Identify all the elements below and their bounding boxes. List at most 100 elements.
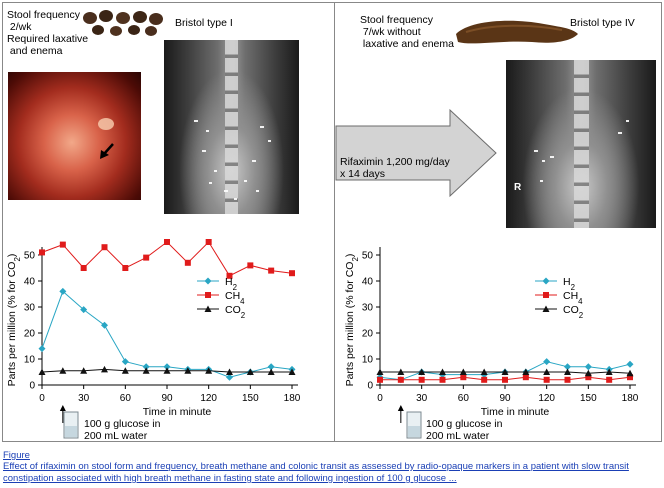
data-point-co2 <box>163 367 171 374</box>
data-point-co2 <box>101 365 108 373</box>
data-point-ch4 <box>39 249 45 256</box>
legend-label-co2: CO2 <box>225 304 245 320</box>
right-abdominal-xray: R <box>506 60 656 228</box>
panel-divider <box>334 2 335 442</box>
data-point-ch4 <box>247 262 254 269</box>
data-point-co2 <box>397 368 405 375</box>
x-tick-label: 90 <box>499 393 511 404</box>
data-point-ch4 <box>184 259 191 266</box>
data-point-co2 <box>605 368 613 375</box>
y-tick-label: 0 <box>367 381 373 392</box>
legend-marker-h2 <box>542 277 550 285</box>
y-tick-label: 40 <box>24 277 36 288</box>
data-point-co2 <box>267 368 275 375</box>
x-tick-label: 120 <box>538 393 555 404</box>
legend-marker-ch4 <box>205 292 211 298</box>
data-point-h2 <box>626 360 634 368</box>
x-tick-label: 60 <box>120 393 132 404</box>
data-point-co2 <box>226 368 233 375</box>
polyp-arrow-icon <box>98 118 114 159</box>
data-point-co2 <box>480 368 488 375</box>
data-point-ch4 <box>80 265 87 271</box>
hard-lumps-stool-icon <box>83 10 163 36</box>
y-tick-label: 0 <box>29 381 35 392</box>
x-tick-label: 120 <box>200 393 217 404</box>
right-stool-frequency-label: Stool frequency 7/wk without laxative an… <box>360 14 454 50</box>
right-breath-test-chart: 0 10 20 30 40 50 0 30 60 90 120 150 180 Time in minut… <box>344 247 639 423</box>
data-point-ch4 <box>502 376 508 383</box>
data-point-co2 <box>184 367 192 374</box>
figure-caption-link[interactable]: Effect of rifaximin on stool form and fr… <box>3 461 629 484</box>
xray-side-marker: R <box>514 182 522 193</box>
data-point-co2 <box>584 369 592 377</box>
data-point-co2 <box>38 368 46 375</box>
x-tick-label: 60 <box>458 393 470 404</box>
glucose-arrowhead <box>59 405 66 411</box>
y-tick-label: 20 <box>362 329 374 340</box>
treatment-arrow <box>335 108 497 198</box>
y-tick-label: 40 <box>362 277 374 288</box>
legend-label-ch4: CH4 <box>225 290 245 306</box>
series-co2 <box>38 365 296 375</box>
x-tick-label: 0 <box>39 393 45 404</box>
legend-label-h2: H2 <box>563 276 575 292</box>
data-point-ch4 <box>377 376 383 383</box>
data-point-co2 <box>205 367 213 374</box>
data-point-h2 <box>38 345 46 353</box>
data-point-ch4 <box>268 267 275 274</box>
right-glucose-label: 100 g glucose in 200 mL water <box>426 418 503 442</box>
legend-marker-h2 <box>204 277 212 285</box>
data-point-co2 <box>543 368 551 375</box>
data-point-co2 <box>626 369 634 377</box>
treatment-label: Rifaximin 1,200 mg/day x 14 days <box>340 156 450 180</box>
series-h2 <box>38 287 296 381</box>
legend-label-co2: CO2 <box>563 304 583 320</box>
y-tick-label: 50 <box>362 251 374 262</box>
y-axis-title: Parts per million (% for CO2) <box>344 254 360 387</box>
data-point-co2 <box>142 367 150 374</box>
y-axis-title: Parts per million (% for CO2) <box>6 254 22 387</box>
left-stool-frequency-label: Stool frequency 2/wk Required laxative a… <box>7 9 89 57</box>
series-ch4 <box>39 239 295 279</box>
left-breath-test-chart: 0 10 20 30 40 50 0 30 60 90 120 150 180 Time in minut… <box>6 239 301 423</box>
y-tick-label: 10 <box>362 355 374 366</box>
x-tick-label: 180 <box>284 393 301 404</box>
data-point-h2 <box>584 363 592 371</box>
left-abdominal-xray <box>164 40 299 214</box>
series-co2 <box>376 368 634 377</box>
data-point-co2 <box>501 368 509 375</box>
x-tick-label: 150 <box>242 393 259 404</box>
data-point-co2 <box>376 368 384 375</box>
data-point-h2 <box>59 287 67 295</box>
x-tick-label: 90 <box>161 393 173 404</box>
data-point-ch4 <box>522 374 529 381</box>
x-tick-label: 0 <box>377 393 383 404</box>
data-point-ch4 <box>481 376 488 383</box>
data-point-ch4 <box>543 376 550 383</box>
data-point-ch4 <box>606 376 613 383</box>
data-point-ch4 <box>627 374 633 381</box>
left-glucose-label: 100 g glucose in 200 mL water <box>84 418 161 442</box>
data-point-ch4 <box>143 254 150 261</box>
y-tick-label: 20 <box>24 329 36 340</box>
data-point-h2 <box>142 363 150 371</box>
series-line-ch4 <box>41 241 293 277</box>
legend-marker-co2 <box>204 305 212 312</box>
data-point-ch4 <box>205 239 212 245</box>
data-point-ch4 <box>439 376 446 383</box>
left-glucose-cup-icon <box>63 411 79 439</box>
data-point-ch4 <box>164 239 170 245</box>
legend-label-h2: H2 <box>225 276 237 292</box>
data-point-h2 <box>121 358 129 366</box>
glucose-arrowhead <box>397 405 404 411</box>
smooth-sausage-stool-icon <box>456 20 578 44</box>
data-point-h2 <box>101 321 108 329</box>
data-point-h2 <box>80 306 88 314</box>
x-axis-title: Time in minute <box>143 406 212 418</box>
data-point-co2 <box>564 368 571 375</box>
data-point-ch4 <box>418 376 425 383</box>
data-point-h2 <box>163 363 171 371</box>
figure-link[interactable]: Figure <box>3 450 30 461</box>
data-point-ch4 <box>289 270 295 277</box>
colonoscopy-image <box>8 72 141 200</box>
